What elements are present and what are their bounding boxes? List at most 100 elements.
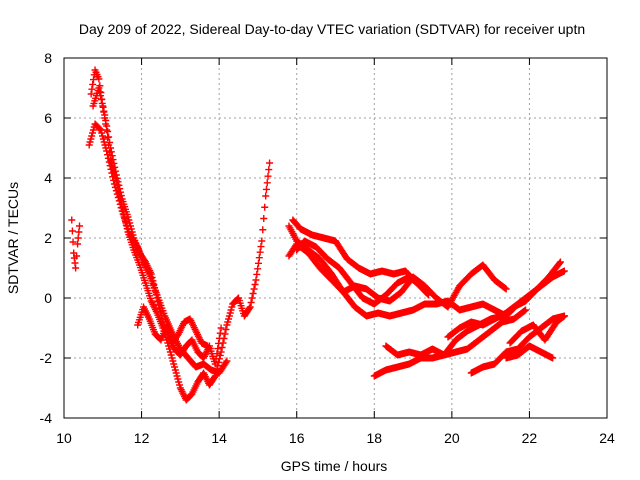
data-point [109, 173, 117, 181]
data-point [104, 151, 112, 159]
data-point [107, 148, 115, 156]
x-axis-label: GPS time / hours [281, 458, 388, 474]
data-point [69, 238, 77, 246]
data-point [246, 303, 254, 311]
data-point [105, 158, 113, 166]
data-point [216, 351, 224, 359]
data-point [264, 172, 272, 180]
data-point [217, 324, 225, 332]
data-point [68, 216, 76, 224]
data-point [259, 226, 267, 234]
data-point [87, 90, 95, 98]
data-point [114, 178, 122, 186]
data-point [266, 159, 274, 167]
series-arc-n [502, 342, 557, 362]
data-point [113, 174, 121, 182]
y-tick-label: 2 [44, 230, 52, 246]
data-point [217, 348, 225, 356]
data-point [251, 281, 259, 288]
y-tick-label: 6 [44, 110, 52, 126]
data-point [212, 355, 220, 363]
data-point [556, 259, 564, 267]
y-tick-label: -4 [40, 410, 53, 426]
data-point [152, 291, 160, 299]
data-point [104, 128, 112, 135]
data-point [257, 243, 265, 251]
data-point [117, 192, 125, 200]
data-point [104, 154, 112, 162]
data-point [258, 237, 266, 245]
data-point [102, 117, 110, 124]
data-point [89, 80, 97, 88]
series-arc-o [444, 300, 522, 341]
data-point [218, 344, 226, 351]
data-point [74, 234, 82, 242]
data-point [521, 307, 529, 315]
data-point [95, 75, 103, 83]
data-point [254, 259, 262, 267]
data-point [221, 330, 229, 338]
data-point [211, 360, 219, 368]
data-point [255, 254, 263, 262]
data-point [262, 192, 270, 200]
y-tick-label: 4 [44, 170, 52, 186]
data-point [417, 282, 425, 290]
data-point [157, 311, 165, 319]
data-point [110, 180, 118, 188]
data-point [100, 107, 108, 115]
data-point [549, 354, 557, 362]
series-arc-a [68, 216, 84, 272]
data-point [95, 84, 103, 92]
x-tick-label: 20 [444, 430, 460, 446]
data-point [73, 252, 81, 260]
x-tick-label: 10 [56, 430, 72, 446]
x-tick-label: 12 [134, 430, 150, 446]
x-tick-label: 22 [522, 430, 538, 446]
data-point [252, 276, 260, 284]
data-point [204, 342, 212, 350]
data-point [262, 185, 270, 193]
data-point [105, 133, 113, 141]
data-point [260, 215, 268, 222]
data-point [68, 227, 76, 235]
data-point [502, 285, 510, 293]
data-point [116, 185, 124, 193]
data-point [147, 270, 155, 278]
data-point [153, 294, 161, 302]
data-point [559, 313, 567, 321]
data-point [501, 284, 509, 292]
series-arc-i [293, 237, 425, 308]
data-point [424, 290, 432, 298]
data-point [96, 125, 104, 133]
series-arc-k [370, 306, 530, 380]
data-point [222, 326, 230, 333]
data-point [215, 334, 223, 342]
data-point [110, 176, 118, 184]
data-point [96, 88, 104, 96]
data-point [107, 165, 115, 173]
data-point [103, 122, 111, 130]
data-point [245, 304, 253, 312]
data-point [101, 111, 109, 119]
data-point [265, 166, 273, 174]
series-arc-m [506, 312, 568, 347]
data-point [111, 163, 119, 171]
data-point [156, 308, 164, 316]
data-point [247, 299, 255, 306]
data-point [97, 96, 105, 104]
y-tick-label: 8 [44, 50, 52, 66]
series-arc-e [134, 303, 212, 350]
data-point [154, 297, 162, 305]
data-point [151, 284, 159, 292]
x-tick-label: 18 [366, 430, 382, 446]
data-point [256, 248, 264, 256]
data-point [115, 181, 123, 189]
grid-lines [64, 58, 607, 418]
data-point [156, 304, 164, 312]
data-point [74, 240, 82, 248]
y-tick-label: -2 [40, 350, 53, 366]
data-point [117, 188, 125, 196]
data-point [261, 203, 269, 211]
data-point [108, 169, 116, 177]
y-tick-label: 0 [44, 290, 52, 306]
